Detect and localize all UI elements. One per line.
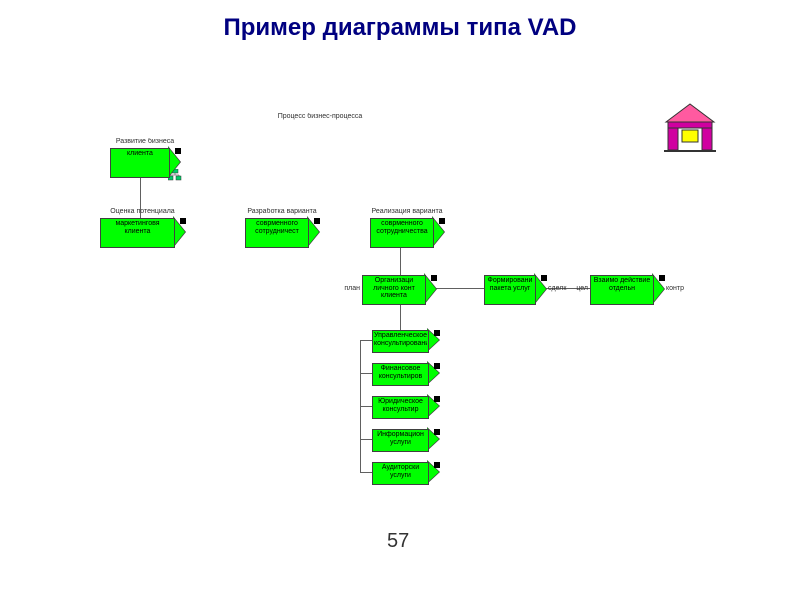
node-label: Управленческое консультировани	[374, 332, 427, 349]
connector	[360, 340, 372, 341]
connector	[400, 303, 401, 330]
node-label: Организаци личного конт клиента	[364, 277, 424, 301]
connector	[360, 439, 372, 440]
node-label: Юридическое консультир	[374, 398, 427, 415]
node-label: Аудиторски услуги	[374, 464, 427, 481]
node-label-top: Развитие бизнеса	[102, 138, 188, 146]
connector	[360, 373, 372, 374]
node-label: Формировани пакета услуг	[486, 277, 534, 301]
header-label: Процесс бизнес-процесса	[260, 113, 380, 121]
connector	[400, 246, 401, 275]
node-label-right: контр	[666, 285, 696, 293]
node-label: Взаимо действие отдельн	[592, 277, 652, 301]
connector	[360, 340, 361, 473]
node-label-top: Разработка варианта	[237, 208, 327, 216]
node-label-left: цел	[560, 285, 588, 293]
node-label: Информацион услуги	[374, 431, 427, 448]
connector	[360, 406, 372, 407]
node-label: соврменного сотрудничества	[372, 220, 432, 244]
building-icon	[660, 100, 720, 160]
diagram-title: Пример диаграммы типа VAD	[0, 14, 800, 42]
node-label: соврменного сотрудничест	[247, 220, 307, 244]
node-label: Финансовое консультиров	[374, 365, 427, 382]
node-label-left: план	[332, 285, 360, 293]
page-number: 57	[387, 530, 409, 553]
node-label: маркетинговя клиента	[102, 220, 173, 244]
node-label-top: Оценка потенциала	[92, 208, 193, 216]
node-label: клиента	[112, 150, 168, 174]
node-label-top: Реализация варианта	[362, 208, 452, 216]
connector	[360, 472, 372, 473]
